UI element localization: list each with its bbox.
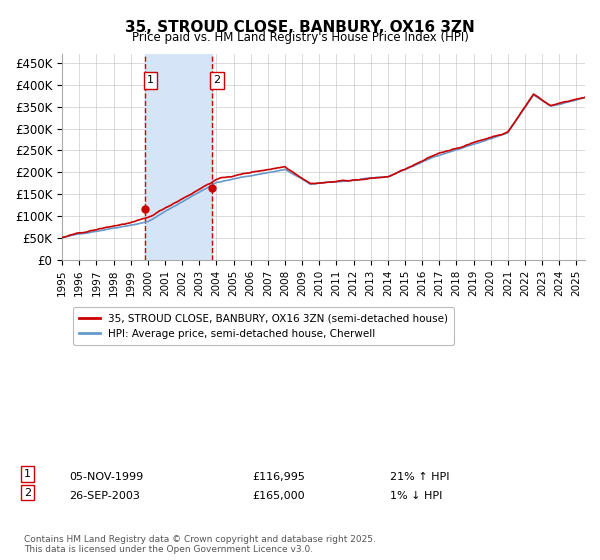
Text: 26-SEP-2003: 26-SEP-2003 [69, 491, 140, 501]
Text: 2: 2 [24, 488, 31, 498]
Text: 35, STROUD CLOSE, BANBURY, OX16 3ZN: 35, STROUD CLOSE, BANBURY, OX16 3ZN [125, 20, 475, 35]
Text: 1: 1 [24, 469, 31, 479]
Bar [145, 54, 212, 260]
Text: £165,000: £165,000 [252, 491, 305, 501]
Legend: 35, STROUD CLOSE, BANBURY, OX16 3ZN (semi-detached house), HPI: Average price, s: 35, STROUD CLOSE, BANBURY, OX16 3ZN (sem… [73, 307, 454, 345]
Text: 1: 1 [147, 76, 154, 86]
Text: Price paid vs. HM Land Registry's House Price Index (HPI): Price paid vs. HM Land Registry's House … [131, 31, 469, 44]
Text: 2: 2 [214, 76, 220, 86]
Text: Contains HM Land Registry data © Crown copyright and database right 2025.
This d: Contains HM Land Registry data © Crown c… [24, 535, 376, 554]
Text: 05-NOV-1999: 05-NOV-1999 [69, 472, 143, 482]
Text: £116,995: £116,995 [252, 472, 305, 482]
Text: 1% ↓ HPI: 1% ↓ HPI [390, 491, 442, 501]
Text: 21% ↑ HPI: 21% ↑ HPI [390, 472, 449, 482]
